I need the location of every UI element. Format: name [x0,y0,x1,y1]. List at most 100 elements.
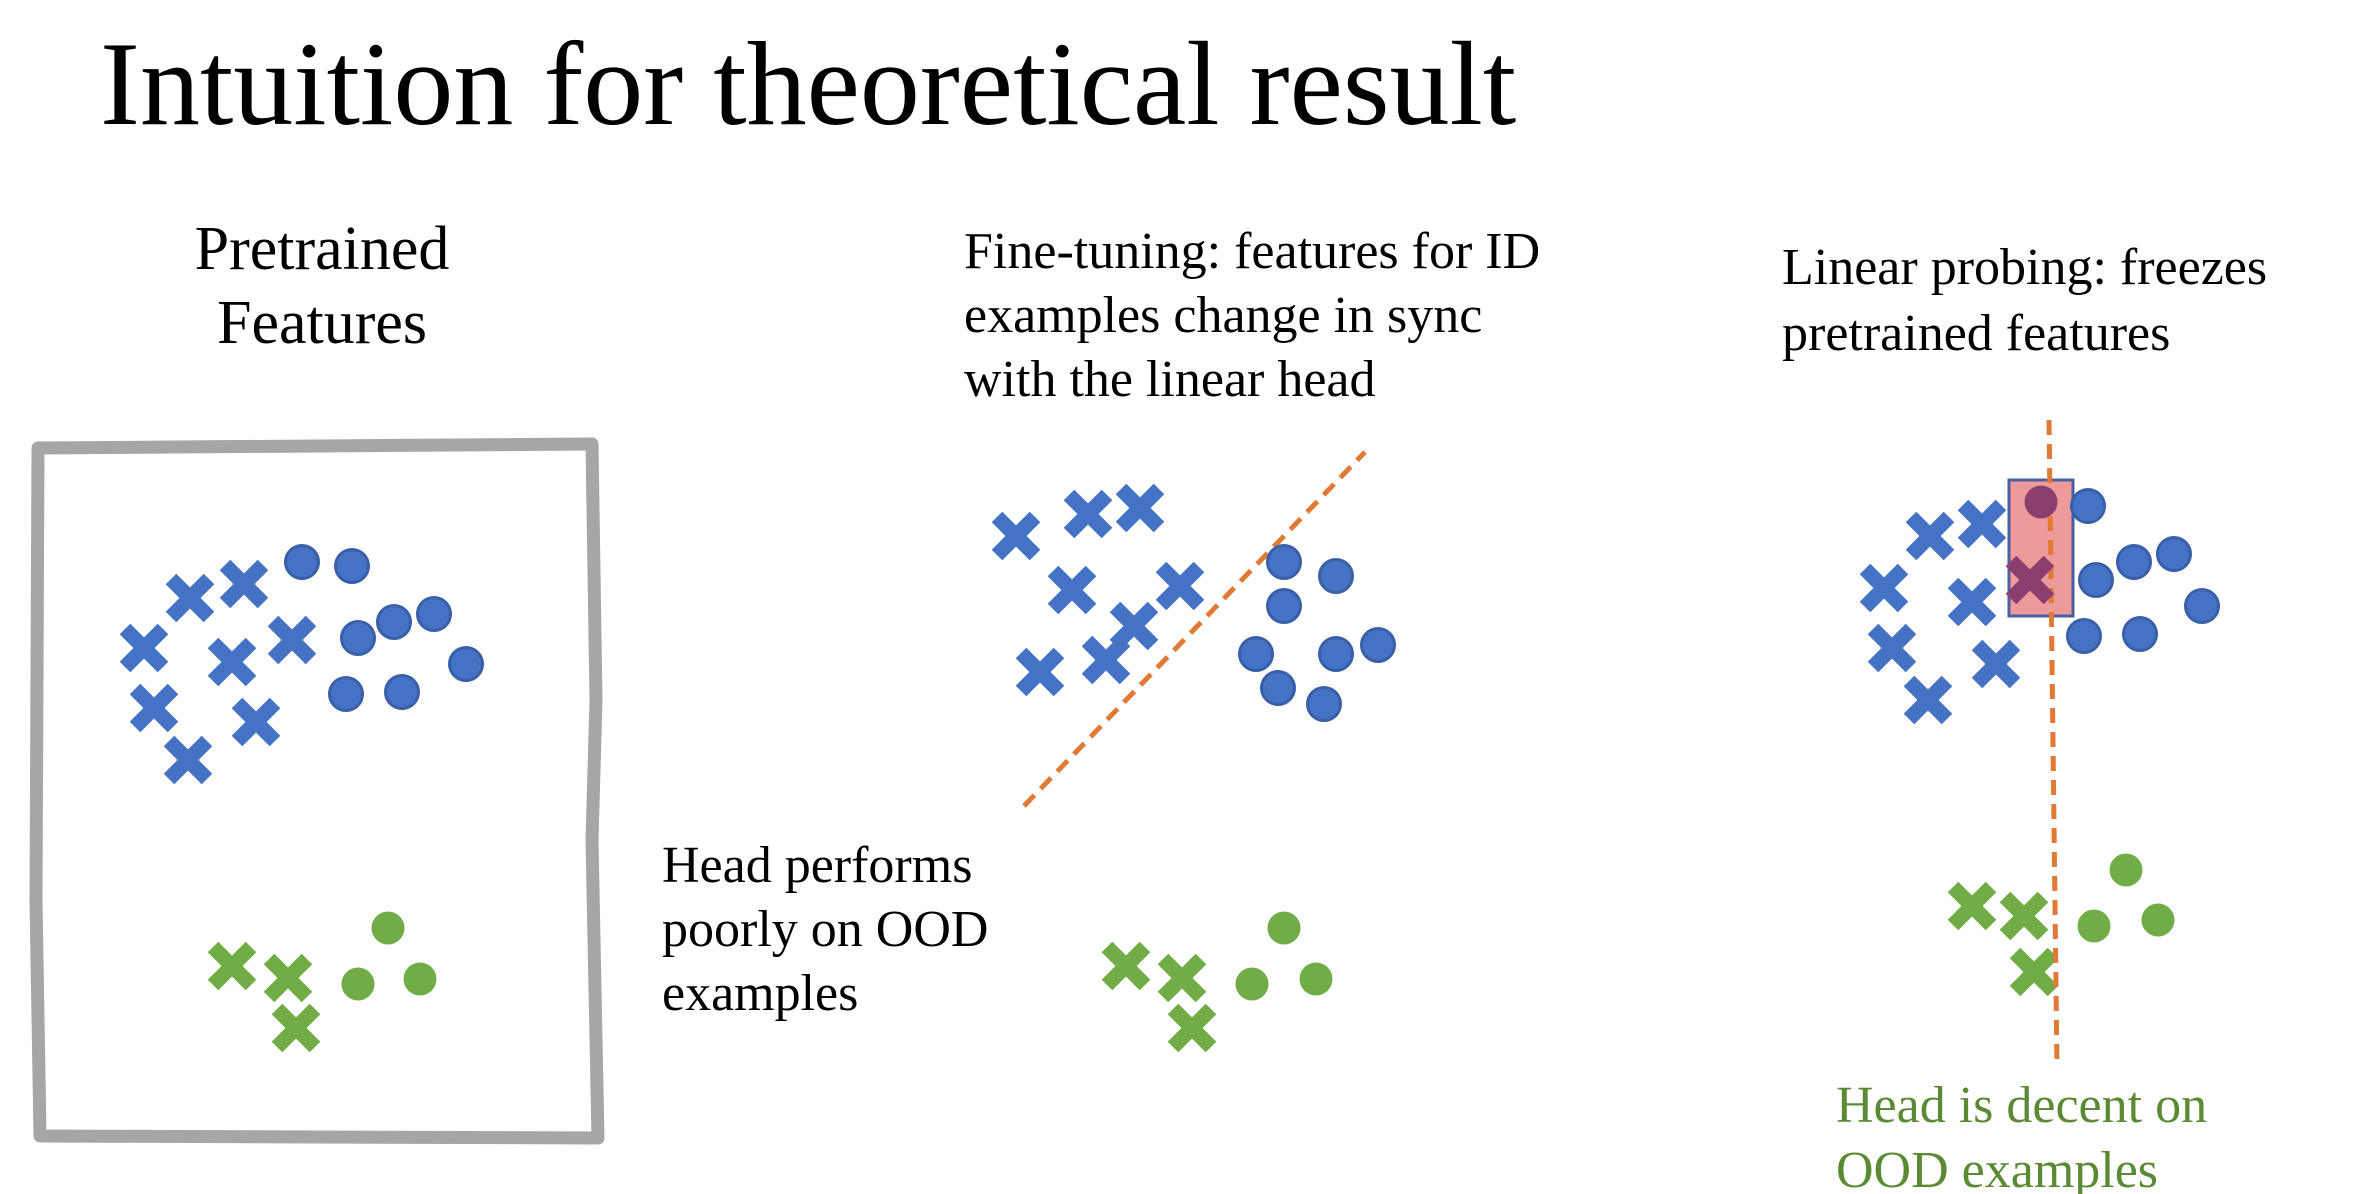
blue-cross-stroke [1155,561,1205,611]
fine-tuning-points [991,483,1396,1053]
green-circle [2077,909,2111,943]
blue-cross [1947,577,1997,627]
linear-probing-decision-line [2046,419,2060,1067]
green-cross-stroke [271,1003,321,1053]
blue-cross-stroke [1081,635,1131,685]
green-circle [2109,853,2143,887]
blue-circle [384,674,420,710]
pretrained-points [119,544,484,1053]
blue-circle [2156,536,2192,572]
green-cross [271,1003,321,1053]
blue-circle [376,604,412,640]
blue-cross-stroke [1947,577,1997,627]
green-cross-stroke [1101,941,1151,991]
green-circle [1299,962,1333,996]
slide-title: Intuition for theoretical result [100,17,1517,150]
green-cross [1947,881,1997,931]
green-cross [263,953,313,1003]
green-cross [1999,891,2049,941]
blue-circle [1306,686,1342,722]
green-cross-stroke [1167,1003,1217,1053]
green-cross-stroke [207,941,257,991]
blue-cross [119,623,169,673]
blue-cross-stroke [1905,511,1955,561]
blue-cross-stroke [1015,647,1065,697]
green-cross [1167,1003,1217,1053]
blue-circle [284,544,320,580]
blue-cross [129,683,179,733]
blue-cross [1905,511,1955,561]
blue-circle [334,548,370,584]
blue-circle [340,620,376,656]
blue-cross-stroke [1859,563,1909,613]
green-cross-stroke [1947,881,1997,931]
blue-circle [416,596,452,632]
blue-cross [1859,563,1909,613]
green-cross-stroke [263,953,313,1003]
green-circle [2141,903,2175,937]
blue-circle [1318,636,1354,672]
blue-cross [267,615,317,665]
blue-circle [2116,544,2152,580]
blue-cross-stroke [267,615,317,665]
blue-cross [207,637,257,687]
blue-circle [328,676,364,712]
highlighted-circle [2024,485,2058,519]
blue-circle [2066,618,2102,654]
blue-circle [1266,544,1302,580]
blue-cross [1971,639,2021,689]
blue-circle [1266,588,1302,624]
blue-cross [1957,499,2007,549]
blue-cross [163,735,213,785]
blue-cross [991,511,1041,561]
green-circle [403,962,437,996]
blue-cross [219,559,269,609]
linear-probing-highlighted-points [2005,485,2058,605]
fine-tuning-caption: Fine-tuning: features for ID examples ch… [964,223,1541,408]
green-cross-stroke [2009,947,2059,997]
green-circle [341,967,375,1001]
blue-cross [1063,489,1113,539]
pretrained-frame [29,437,605,1145]
blue-cross-stroke [991,511,1041,561]
blue-cross-stroke [119,623,169,673]
blue-cross [1015,647,1065,697]
blue-cross-stroke [1903,675,1953,725]
green-cross [1157,953,1207,1003]
blue-cross [1155,561,1205,611]
blue-cross [1081,635,1131,685]
blue-circle [2070,488,2106,524]
blue-cross-stroke [207,637,257,687]
blue-cross-stroke [1063,489,1113,539]
blue-circle [2122,616,2158,652]
highlighted-cross [2005,555,2055,605]
pretrained-features-caption: Pretrained Features [194,215,450,357]
blue-cross-stroke [1047,565,1097,615]
linear-probing-caption: Linear probing: freezes pretrained featu… [1782,239,2268,362]
green-cross-stroke [1157,953,1207,1003]
head-decent-caption: Head is decent on OOD examples [1836,1077,2208,1194]
linear-probing-points [1859,488,2220,997]
green-cross [2009,947,2059,997]
blue-circle [1360,627,1396,663]
blue-cross [231,697,281,747]
blue-circle [2078,562,2114,598]
blue-cross [1867,623,1917,673]
green-circle [1235,967,1269,1001]
blue-circle [1260,670,1296,706]
blue-circle [1238,636,1274,672]
blue-circle [448,646,484,682]
blue-cross-stroke [1115,483,1165,533]
blue-cross-stroke [165,573,215,623]
blue-cross [1903,675,1953,725]
blue-cross-stroke [129,683,179,733]
fine-tuning-decision-line [1022,450,1367,808]
green-circle [371,911,405,945]
blue-circle [1318,558,1354,594]
green-cross [1101,941,1151,991]
blue-cross-stroke [163,735,213,785]
blue-cross-stroke [219,559,269,609]
blue-cross-stroke [1971,639,2021,689]
blue-circle [2184,588,2220,624]
